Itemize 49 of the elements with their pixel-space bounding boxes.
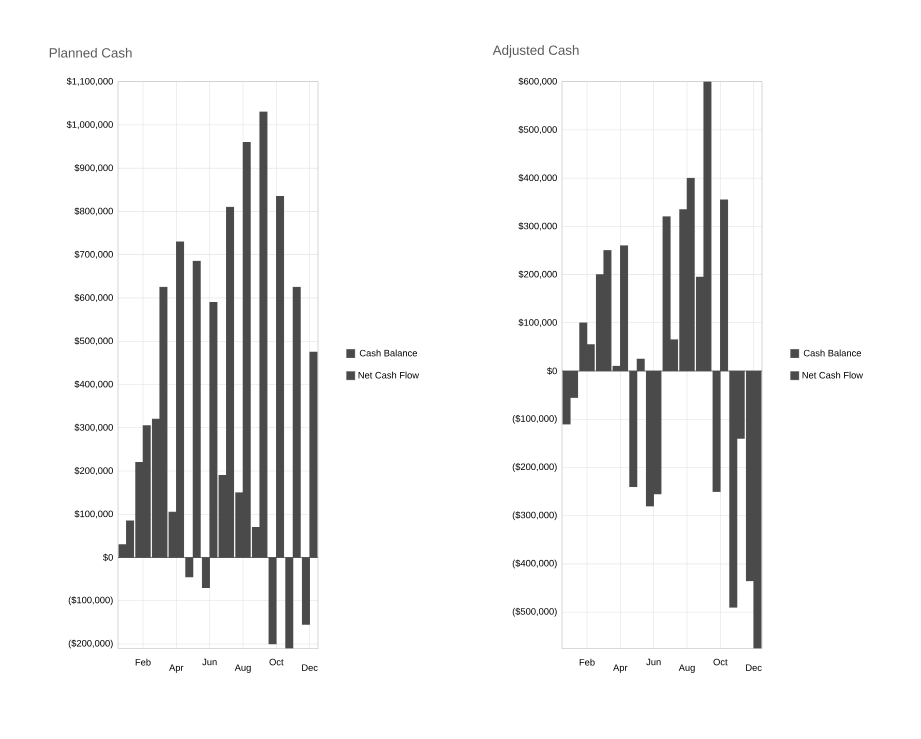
y-tick-label: $100,000	[518, 318, 557, 327]
y-tick-label: $600,000	[518, 78, 557, 86]
y-tick-label: $300,000	[518, 222, 557, 230]
bar	[629, 370, 638, 488]
y-tick-label: ($200,000)	[68, 640, 113, 648]
y-tick-label: $800,000	[74, 207, 113, 216]
y-tick-label: $700,000	[74, 250, 113, 259]
x-tick-label: Apr	[169, 664, 184, 673]
x-tick-label: Feb	[136, 658, 151, 666]
y-tick-label: ($100,000)	[512, 414, 557, 424]
chart-title: Planned Cash	[50, 48, 132, 58]
y-tick-label: ($300,000)	[512, 511, 557, 520]
y-tick-label: ($500,000)	[512, 608, 557, 617]
y-tick-label: $600,000	[74, 294, 113, 302]
y-tick-label: $0	[103, 554, 113, 562]
y-tick-label: $1,100,000	[66, 78, 113, 86]
x-tick-label: Jun	[202, 658, 217, 666]
x-tick-label: Apr	[613, 664, 628, 673]
legend-label: Cash Balance	[360, 350, 418, 356]
chart-title: Adjusted Cash	[492, 45, 579, 58]
x-tick-label: Aug	[678, 664, 695, 673]
y-tick-label: $200,000	[74, 466, 113, 476]
y-tick-label: $300,000	[74, 424, 113, 432]
y-tick-label: $100,000	[74, 510, 113, 518]
bar	[268, 557, 277, 644]
y-tick-label: $400,000	[74, 380, 113, 389]
legend-label: Net Cash Flow	[358, 372, 420, 379]
x-tick-label: Oct	[270, 658, 284, 666]
y-tick-label: $0	[547, 367, 557, 375]
y-tick-label: $500,000	[518, 126, 557, 134]
x-tick-label: Feb	[580, 658, 595, 666]
x-tick-label: Dec	[302, 664, 318, 671]
y-tick-label: $400,000	[518, 174, 557, 182]
y-tick-label: $200,000	[518, 270, 557, 279]
legend-label: Cash Balance	[804, 350, 862, 356]
y-tick-label: $500,000	[74, 337, 113, 346]
y-tick-label: $1,000,000	[66, 120, 113, 129]
bar	[202, 557, 210, 588]
y-tick-label: ($100,000)	[68, 596, 113, 606]
x-tick-label: Jun	[646, 658, 661, 666]
y-tick-label: ($400,000)	[512, 560, 557, 568]
x-tick-label: Aug	[234, 664, 251, 673]
legend-label: Net Cash Flow	[802, 372, 864, 379]
y-tick-label: ($200,000)	[512, 463, 557, 472]
y-tick-label: $900,000	[74, 164, 113, 172]
bar	[720, 200, 728, 372]
bar	[712, 370, 721, 492]
x-tick-label: Dec	[746, 664, 762, 671]
x-tick-label: Oct	[714, 658, 728, 666]
